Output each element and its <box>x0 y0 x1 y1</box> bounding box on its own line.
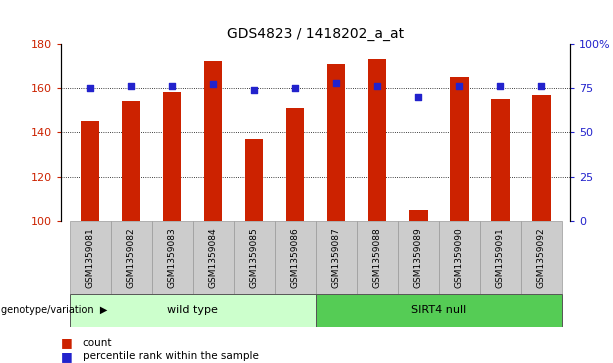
Point <box>331 80 341 86</box>
Bar <box>163 93 181 221</box>
Bar <box>275 221 316 294</box>
Point <box>413 94 423 100</box>
Point <box>167 83 177 89</box>
Bar <box>357 221 398 294</box>
Text: genotype/variation  ▶: genotype/variation ▶ <box>1 305 107 315</box>
FancyBboxPatch shape <box>316 294 562 327</box>
Bar <box>81 121 99 221</box>
Text: GSM1359088: GSM1359088 <box>373 227 382 288</box>
Bar <box>151 221 192 294</box>
Text: GSM1359083: GSM1359083 <box>167 227 177 288</box>
Point <box>208 82 218 87</box>
Bar <box>204 61 223 221</box>
Text: wild type: wild type <box>167 305 218 315</box>
Bar <box>192 221 234 294</box>
Bar <box>491 99 509 221</box>
Point <box>536 83 546 89</box>
Text: GSM1359092: GSM1359092 <box>537 227 546 288</box>
Bar <box>110 221 151 294</box>
Point <box>126 83 136 89</box>
Text: GSM1359087: GSM1359087 <box>332 227 341 288</box>
Text: SIRT4 null: SIRT4 null <box>411 305 466 315</box>
Bar <box>316 221 357 294</box>
Text: GSM1359089: GSM1359089 <box>414 227 423 288</box>
Bar <box>532 95 550 221</box>
Text: GSM1359090: GSM1359090 <box>455 227 464 288</box>
Bar <box>480 221 521 294</box>
Bar <box>245 139 264 221</box>
Text: GSM1359085: GSM1359085 <box>249 227 259 288</box>
Point <box>85 85 95 91</box>
Bar <box>234 221 275 294</box>
Point <box>291 85 300 91</box>
Bar <box>286 108 305 221</box>
Point <box>495 83 505 89</box>
Point <box>372 83 382 89</box>
Text: percentile rank within the sample: percentile rank within the sample <box>83 351 259 362</box>
FancyBboxPatch shape <box>69 294 316 327</box>
Bar <box>450 77 468 221</box>
Text: ■: ■ <box>61 350 73 363</box>
Bar <box>69 221 110 294</box>
Point <box>454 83 464 89</box>
Bar <box>327 64 346 221</box>
Text: GSM1359082: GSM1359082 <box>126 227 135 288</box>
Text: GSM1359081: GSM1359081 <box>86 227 94 288</box>
Bar <box>521 221 562 294</box>
Bar <box>122 101 140 221</box>
Point <box>249 87 259 93</box>
Text: GSM1359091: GSM1359091 <box>496 227 505 288</box>
Text: count: count <box>83 338 112 348</box>
Bar <box>439 221 480 294</box>
Bar <box>368 59 386 221</box>
Bar <box>409 210 427 221</box>
Text: ■: ■ <box>61 337 73 350</box>
Text: GSM1359084: GSM1359084 <box>208 227 218 288</box>
Bar <box>398 221 439 294</box>
Text: GSM1359086: GSM1359086 <box>291 227 300 288</box>
Title: GDS4823 / 1418202_a_at: GDS4823 / 1418202_a_at <box>227 27 404 41</box>
